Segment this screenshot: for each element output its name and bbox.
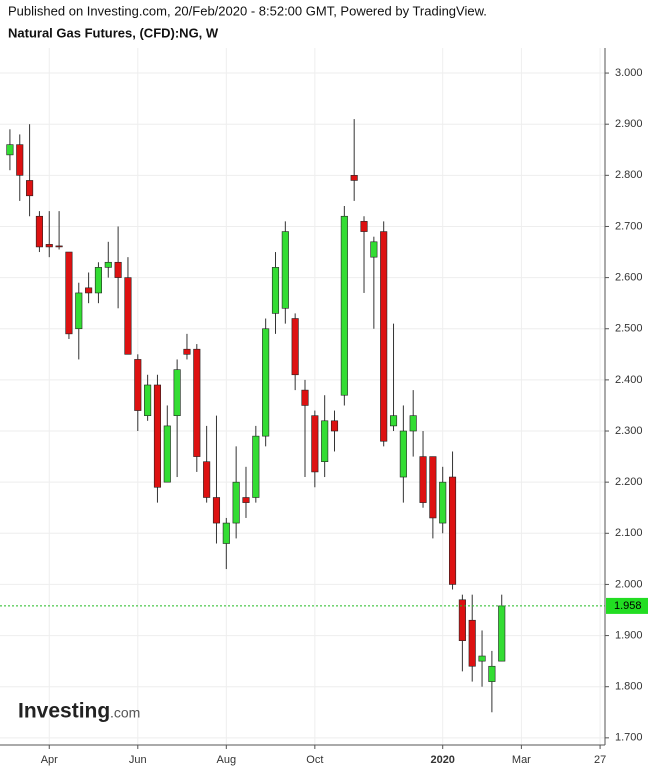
y-tick-label: 3.000 — [615, 67, 643, 79]
candle-body — [340, 215, 348, 396]
candle-body — [380, 231, 388, 442]
candle-body — [163, 425, 171, 483]
candle-body — [281, 231, 289, 309]
candle-body — [85, 287, 93, 294]
x-tick-label: Oct — [306, 754, 323, 766]
candle-body — [134, 359, 142, 411]
y-tick-label: 2.600 — [615, 272, 643, 284]
chart-title: Natural Gas Futures, (CFD):NG, W — [8, 25, 219, 40]
x-tick-label: Jun — [129, 754, 147, 766]
candle-body — [183, 348, 191, 355]
candle-body — [242, 497, 250, 503]
candle-body — [6, 144, 14, 156]
candle-body — [65, 251, 73, 335]
candle-body — [144, 384, 152, 416]
candle-body — [222, 522, 230, 544]
y-tick-label: 2.700 — [615, 220, 643, 232]
candle-body — [104, 261, 112, 268]
y-tick-label: 2.800 — [615, 169, 643, 181]
candle-body — [370, 241, 378, 258]
candle-body — [232, 481, 240, 524]
x-tick-label: 2020 — [430, 754, 454, 766]
candle-body — [153, 384, 162, 488]
y-tick-label: 2.200 — [615, 476, 643, 488]
candle-body — [16, 144, 24, 176]
y-tick-label: 1.900 — [615, 629, 643, 641]
y-tick-label: 2.500 — [615, 323, 643, 335]
candle-body — [439, 481, 447, 524]
watermark-brand: Investing — [18, 700, 110, 723]
y-tick-label: 1.800 — [615, 681, 643, 693]
candle-body — [409, 415, 417, 432]
candle-body — [488, 665, 496, 682]
candle-body — [350, 175, 358, 181]
candle-body — [55, 245, 63, 248]
candle-body — [399, 430, 407, 478]
y-tick-label: 2.400 — [615, 374, 643, 386]
candle-body — [193, 348, 201, 457]
candle-body — [458, 599, 466, 641]
published-note: Published on Investing.com, 20/Feb/2020 … — [8, 3, 487, 18]
candle-body — [124, 277, 132, 355]
y-tick-label: 2.100 — [615, 527, 643, 539]
candle-body — [45, 244, 53, 248]
last-price-label: 1.958 — [614, 600, 642, 612]
candle-body — [448, 476, 457, 585]
candle-body — [173, 369, 181, 416]
candle-body — [203, 461, 211, 498]
candle-body — [114, 261, 122, 278]
candle-body — [252, 435, 260, 498]
candle-body — [419, 456, 427, 503]
x-tick-label: Apr — [41, 754, 58, 766]
x-tick-label: Mar — [512, 754, 531, 766]
candle-body — [478, 655, 486, 662]
candle-body — [26, 180, 34, 197]
candle-body — [498, 605, 506, 662]
candle-body — [212, 497, 221, 524]
y-tick-label: 1.700 — [615, 732, 643, 744]
y-tick-label: 2.300 — [615, 425, 643, 437]
candle-body — [389, 415, 398, 427]
y-tick-label: 2.900 — [615, 118, 643, 130]
candle-body — [468, 619, 476, 667]
x-tick-label: Aug — [217, 754, 237, 766]
candle-body — [301, 389, 309, 406]
candle-body — [75, 292, 83, 330]
candle-body — [360, 221, 368, 232]
last-price-box — [606, 597, 648, 614]
candle-body — [35, 215, 43, 248]
candle-body — [330, 420, 339, 432]
x-tick-label: 27 — [594, 754, 606, 766]
candle-body — [262, 328, 270, 437]
candle-body — [94, 267, 102, 294]
watermark-suffix: .com — [110, 705, 140, 721]
y-tick-label: 2.000 — [615, 578, 643, 590]
candle-body — [291, 318, 299, 376]
candle-body — [429, 456, 437, 519]
candle-body — [311, 415, 319, 473]
candle-body — [321, 420, 329, 462]
candle-body — [271, 267, 280, 314]
